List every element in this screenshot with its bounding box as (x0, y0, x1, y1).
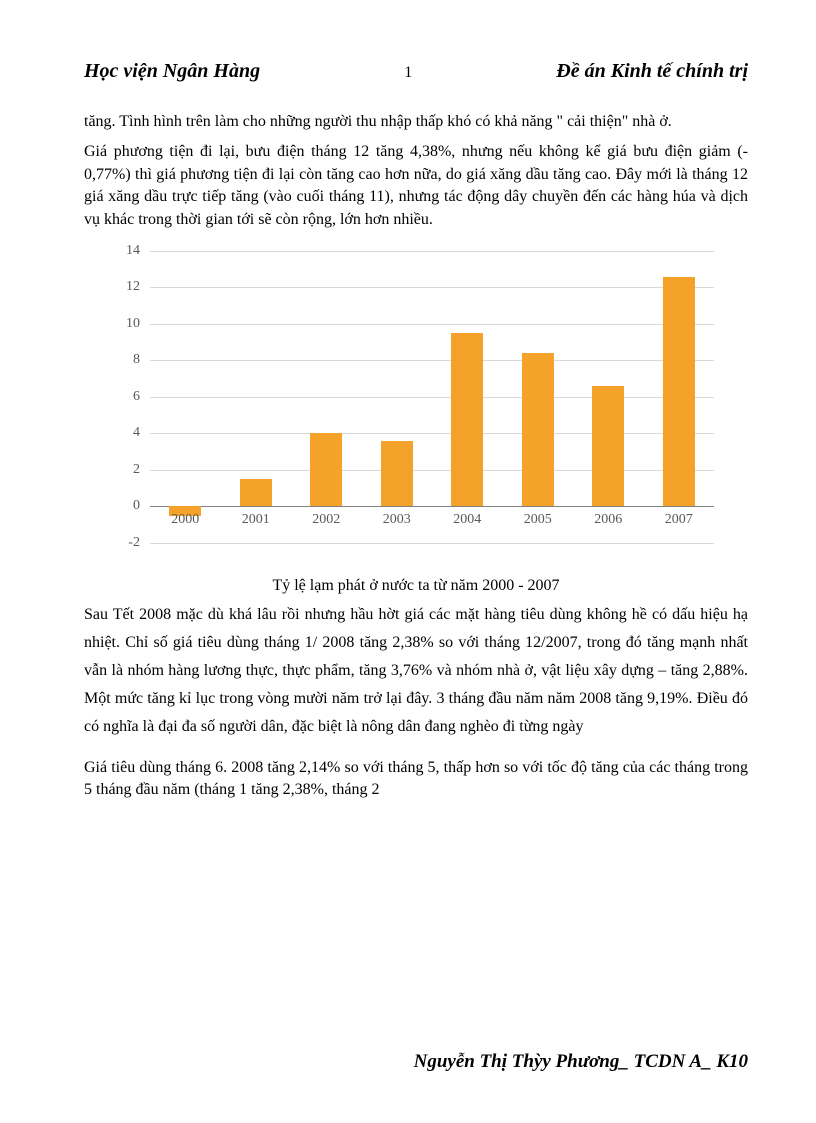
paragraph-1: tăng. Tình hình trên làm cho những người… (84, 111, 748, 133)
chart-y-tick-label: 6 (133, 389, 140, 405)
chart-x-tick-label: 2000 (171, 512, 199, 528)
header-page-number: 1 (404, 64, 412, 82)
chart-y-tick-label: 12 (126, 279, 140, 295)
chart-y-tick-label: 2 (133, 462, 140, 478)
chart-x-tick-label: 2002 (312, 512, 340, 528)
chart-gridline (150, 324, 714, 325)
chart-bar (381, 441, 413, 507)
chart-x-tick-label: 2003 (383, 512, 411, 528)
footer-author: Nguyễn Thị Thỳy Phương_ TCDN A_ K10 (414, 1051, 748, 1073)
chart-y-tick-label: -2 (128, 535, 140, 551)
chart-container: -202468101214 20002001200220032004200520… (84, 251, 748, 571)
paragraph-4: Giá tiêu dùng tháng 6. 2008 tăng 2,14% s… (84, 757, 748, 802)
chart-x-tick-label: 2001 (242, 512, 270, 528)
paragraph-2: Giá phương tiện đi lại, bưu điện tháng 1… (84, 141, 748, 231)
chart-y-tick-label: 4 (133, 425, 140, 441)
chart-bar (240, 479, 272, 506)
chart-x-tick-label: 2005 (524, 512, 552, 528)
chart-bar (522, 353, 554, 506)
chart-gridline (150, 543, 714, 544)
header-institution: Học viện Ngân Hàng (84, 60, 260, 83)
bar-chart: -202468101214 20002001200220032004200520… (114, 251, 714, 571)
chart-y-tick-label: 14 (126, 243, 140, 259)
chart-gridline (150, 360, 714, 361)
chart-x-axis (150, 506, 714, 507)
chart-x-tick-label: 2004 (453, 512, 481, 528)
chart-gridline (150, 397, 714, 398)
chart-gridline (150, 470, 714, 471)
chart-y-tick-label: 10 (126, 316, 140, 332)
chart-gridline (150, 287, 714, 288)
chart-plot-area: 2000 2001 2002 2003 2004 2005 2006 2007 (150, 251, 714, 571)
chart-x-tick-label: 2006 (594, 512, 622, 528)
page-header: Học viện Ngân Hàng 1 Đề án Kinh tế chính… (84, 60, 748, 83)
header-title: Đề án Kinh tế chính trị (556, 60, 748, 83)
chart-bar (592, 386, 624, 506)
chart-caption: Tỷ lệ lạm phát ở nước ta từ năm 2000 - 2… (84, 577, 748, 595)
chart-bar (451, 333, 483, 506)
chart-x-tick-label: 2007 (665, 512, 693, 528)
chart-gridline (150, 433, 714, 434)
chart-gridline (150, 251, 714, 252)
chart-y-tick-label: 0 (133, 498, 140, 514)
chart-bar (663, 277, 695, 507)
chart-y-axis: -202468101214 (114, 251, 146, 571)
chart-bar (310, 433, 342, 506)
chart-y-tick-label: 8 (133, 352, 140, 368)
paragraph-3: Sau Tết 2008 mặc dù khá lâu rồi nhưng hầ… (84, 601, 748, 741)
